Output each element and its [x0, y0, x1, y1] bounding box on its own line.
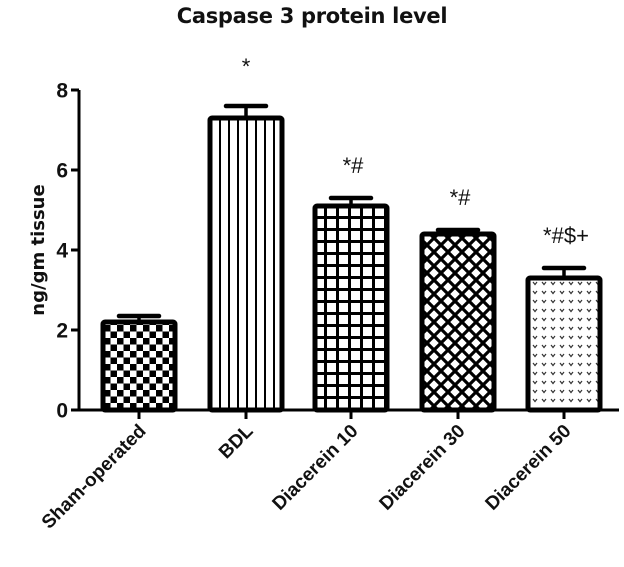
bar-diacerein-10: *# — [312, 153, 390, 413]
significance-annotation: *# — [343, 153, 365, 178]
bar-rect — [312, 203, 390, 413]
bar-rect — [100, 319, 178, 413]
y-tick-label: 8 — [56, 80, 68, 103]
x-tick-label: Diacerein 30 — [376, 421, 470, 515]
chart-title: Caspase 3 protein level — [176, 4, 448, 28]
y-tick-label: 4 — [56, 240, 68, 263]
significance-annotation: * — [242, 54, 251, 79]
bar-rect — [207, 115, 285, 413]
x-tick-label: Diacerein 50 — [482, 421, 576, 515]
bar-bdl: * — [207, 54, 285, 413]
x-tick-label: Diacerein 10 — [269, 421, 363, 515]
x-tick-label: BDL — [215, 420, 258, 463]
significance-annotation: *#$+ — [543, 223, 589, 248]
y-tick-label: 6 — [56, 160, 68, 183]
y-axis-label: ng/gm tissue — [28, 184, 49, 315]
significance-annotation: *# — [450, 185, 472, 210]
bar-sham-operated — [100, 313, 178, 413]
bar-diacerein-30: *# — [419, 185, 497, 413]
x-tick-label: Sham-operated — [38, 421, 151, 534]
y-axis: 0 2 4 6 8 — [56, 80, 81, 423]
bar-rect — [525, 275, 603, 413]
x-axis: Sham-operated BDL Diacerein 10 Diacerein 30… — [38, 408, 619, 534]
y-tick-label: 0 — [56, 400, 68, 423]
bars: * *# *# *#$+ — [100, 54, 603, 413]
bar-diacerein-50: *#$+ — [525, 223, 603, 413]
y-tick-label: 2 — [56, 320, 68, 343]
bar-rect — [419, 231, 497, 413]
